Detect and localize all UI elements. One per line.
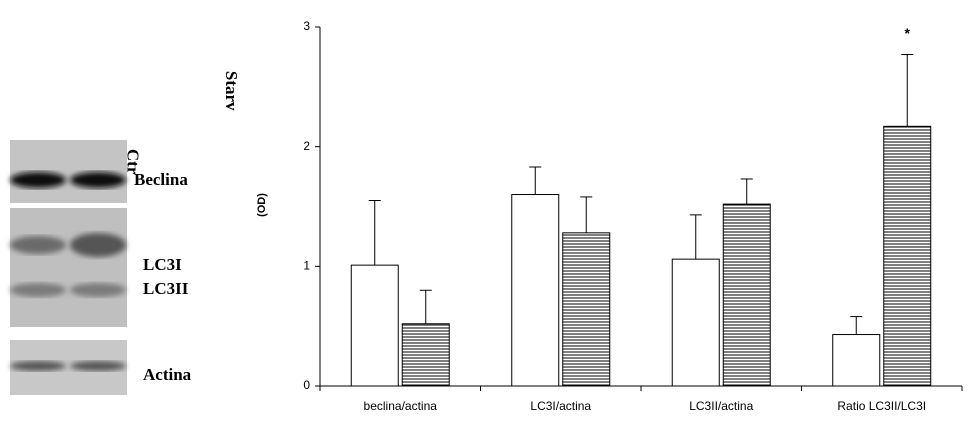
y-axis-label: (OD) [256, 193, 268, 217]
blot-band [70, 361, 126, 371]
error-bar [690, 215, 702, 259]
x-tick-label: Ratio LC3II/LC3I [837, 399, 926, 413]
y-tick-label: 0 [303, 378, 310, 392]
lane-label: Starv [222, 71, 241, 111]
band-label: Beclina [134, 170, 188, 189]
blot-band [70, 172, 126, 188]
error-bar [901, 55, 913, 127]
band-label: LC3I [143, 255, 182, 274]
bar [351, 265, 398, 386]
y-tick-label: 1 [303, 259, 310, 273]
blot-band [10, 361, 66, 371]
band-label: Actina [143, 365, 192, 384]
error-bar [369, 201, 381, 266]
error-bar [580, 197, 592, 233]
error-bar [741, 179, 753, 204]
error-bar [529, 167, 541, 195]
annotation: * [905, 25, 911, 41]
figure: Ctr Starv Beclina LC3I LC3II Actina (OD)… [0, 0, 977, 423]
bar [512, 195, 559, 386]
bar [723, 204, 770, 386]
page: Ctr Starv Beclina LC3I LC3II Actina (OD)… [0, 0, 977, 423]
bar [833, 335, 880, 386]
y-tick-label: 2 [303, 139, 310, 153]
blot-band [70, 283, 126, 297]
blot-band [10, 283, 66, 297]
blot-panel [10, 140, 127, 203]
band-label: LC3II [143, 279, 189, 298]
blot-panel [10, 208, 127, 327]
x-tick-label: beclina/actina [364, 399, 438, 413]
blot-band [10, 236, 66, 254]
blot-band [70, 233, 126, 257]
y-tick-label: 3 [303, 19, 310, 33]
blot-band [10, 172, 66, 188]
bar [884, 126, 931, 386]
x-tick-label: LC3II/actina [689, 399, 753, 413]
error-bar [420, 290, 432, 324]
bar [563, 233, 610, 386]
bar [672, 259, 719, 386]
bar [402, 324, 449, 386]
blot [10, 140, 127, 395]
x-tick-label: LC3I/actina [530, 399, 591, 413]
error-bar [850, 317, 862, 335]
